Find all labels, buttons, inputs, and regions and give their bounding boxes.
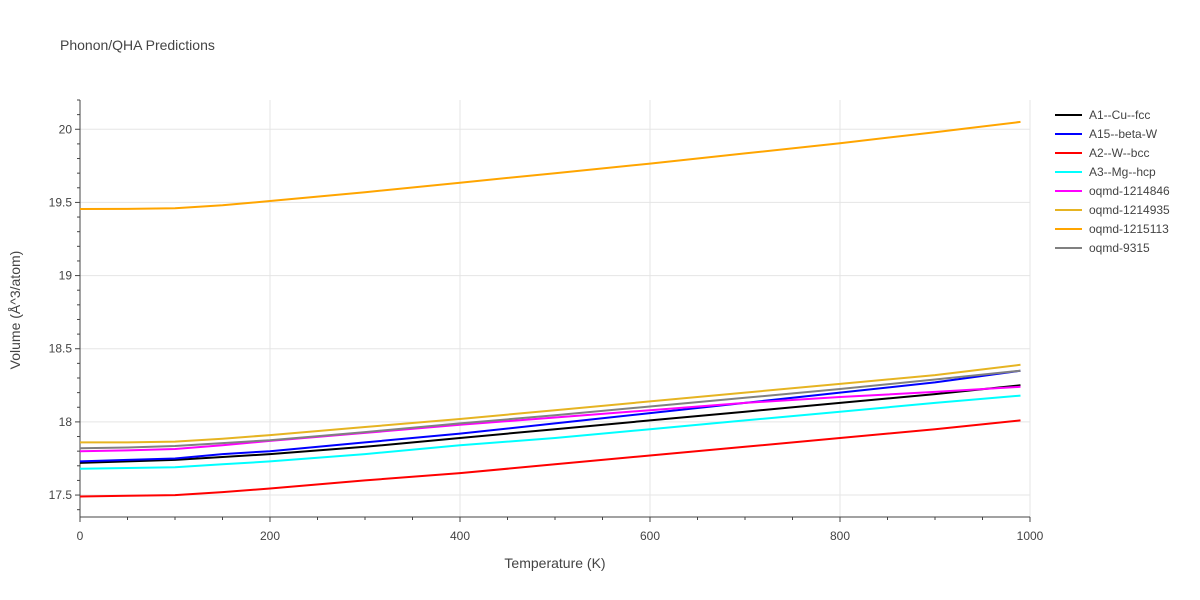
- series-line-oqmd-9315: [79, 369, 1021, 450]
- series-line-A2--W--bcc: [79, 419, 1021, 498]
- legend-label: oqmd-9315: [1089, 241, 1150, 255]
- y-tick-label: 17.5: [49, 488, 73, 502]
- y-tick-label: 20: [59, 122, 73, 136]
- legend-label: A15--beta-W: [1089, 127, 1158, 141]
- y-tick-label: 19.5: [49, 195, 73, 209]
- x-tick-label: 600: [640, 529, 660, 543]
- x-axis-title: Temperature (K): [504, 555, 605, 571]
- series-line-oqmd-1214846: [79, 385, 1021, 453]
- legend-label: A1--Cu--fcc: [1089, 108, 1150, 122]
- x-tick-label: 800: [830, 529, 850, 543]
- x-tick-label: 400: [450, 529, 470, 543]
- legend-item[interactable]: A2--W--bcc: [1055, 146, 1149, 160]
- y-tick-label: 18: [59, 415, 73, 429]
- chart-title: Phonon/QHA Predictions: [60, 37, 215, 53]
- series-line-oqmd-1214935: [80, 363, 1021, 444]
- series-line-A15--beta-W: [79, 369, 1021, 463]
- legend-item[interactable]: oqmd-9315: [1055, 241, 1150, 255]
- ticks: 0 200 400 600 800 1000 17.5 18 18.5 19 19.5 20: [49, 99, 1044, 543]
- legend-label: oqmd-1215113: [1089, 222, 1169, 236]
- y-tick-label: 18.5: [49, 342, 73, 356]
- legend-label: oqmd-1214846: [1089, 184, 1170, 198]
- legend-label: A3--Mg--hcp: [1089, 165, 1156, 179]
- legend-label: oqmd-1214935: [1089, 203, 1170, 217]
- y-axis-title: Volume (Å^3/atom): [7, 251, 23, 370]
- legend: A1--Cu--fcc A15--beta-W A2--W--bcc A3--Mg--…: [1055, 108, 1170, 255]
- series-lines: [79, 120, 1021, 498]
- series-line-A1--Cu--fcc: [79, 384, 1021, 464]
- legend-item[interactable]: A3--Mg--hcp: [1055, 165, 1156, 179]
- legend-item[interactable]: A15--beta-W: [1055, 127, 1158, 141]
- series-line-A3--Mg--hcp: [79, 394, 1021, 470]
- legend-item[interactable]: A1--Cu--fcc: [1055, 108, 1150, 122]
- x-tick-label: 200: [260, 529, 280, 543]
- legend-item[interactable]: oqmd-1215113: [1055, 222, 1169, 236]
- series-line-oqmd-1215113: [79, 120, 1021, 210]
- grid: [80, 100, 1031, 517]
- legend-item[interactable]: oqmd-1214935: [1055, 203, 1170, 217]
- legend-item[interactable]: oqmd-1214846: [1055, 184, 1170, 198]
- x-tick-label: 0: [77, 529, 84, 543]
- y-tick-label: 19: [59, 269, 73, 283]
- x-tick-label: 1000: [1017, 529, 1044, 543]
- legend-label: A2--W--bcc: [1089, 146, 1149, 160]
